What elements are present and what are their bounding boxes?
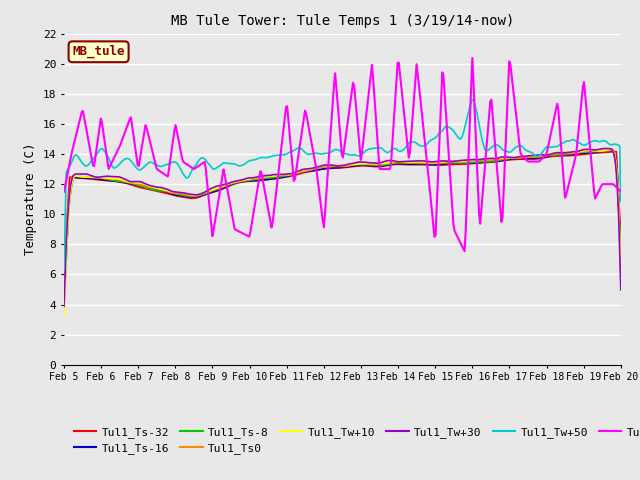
- Tul1_Ts-16: [324, 165, 332, 171]
- Tul1_Ts0: [604, 147, 611, 153]
- Tul1_Tw+10: [362, 161, 369, 167]
- Line: Tul1_Ts-16: Tul1_Ts-16: [64, 151, 621, 303]
- Tul1_Tw+10: [607, 146, 614, 152]
- Tul1_Ts0: [324, 164, 332, 169]
- Tul1_Tw+30: [328, 162, 335, 168]
- Tul1_Ts-32: [612, 149, 620, 155]
- Tul1_Tw+10: [60, 313, 68, 319]
- Tul1_Tw+50: [392, 146, 399, 152]
- Tul1_Ts-32: [60, 268, 68, 274]
- Tul1_Tw+30: [605, 146, 612, 152]
- Tul1_Tw+10: [392, 158, 399, 164]
- Tul1_Tw+50: [324, 151, 332, 156]
- Tul1_Tw+100: [519, 153, 527, 159]
- Line: Tul1_Ts-8: Tul1_Ts-8: [64, 150, 621, 303]
- Tul1_Ts-8: [362, 162, 369, 168]
- Tul1_Ts-16: [392, 161, 399, 167]
- Tul1_Tw+50: [362, 148, 369, 154]
- Tul1_Tw+100: [468, 55, 476, 61]
- Tul1_Ts-32: [362, 163, 369, 169]
- Line: Tul1_Tw+30: Tul1_Tw+30: [64, 148, 621, 306]
- Tul1_Ts0: [516, 155, 524, 161]
- Tul1_Ts-8: [60, 300, 68, 306]
- Tul1_Tw+30: [60, 303, 68, 309]
- Tul1_Tw+10: [328, 162, 335, 168]
- Tul1_Ts0: [392, 159, 399, 165]
- Tul1_Tw+100: [392, 94, 399, 100]
- Tul1_Tw+100: [617, 189, 625, 194]
- Line: Tul1_Tw+100: Tul1_Tw+100: [64, 58, 621, 251]
- Line: Tul1_Ts0: Tul1_Ts0: [64, 149, 621, 294]
- Tul1_Tw+100: [461, 248, 468, 254]
- Tul1_Tw+10: [324, 162, 332, 168]
- Tul1_Ts-8: [328, 164, 335, 169]
- Line: Tul1_Tw+10: Tul1_Tw+10: [64, 149, 621, 316]
- Tul1_Ts-32: [617, 234, 625, 240]
- Line: Tul1_Tw+50: Tul1_Tw+50: [64, 100, 621, 270]
- Tul1_Tw+10: [604, 147, 611, 153]
- Tul1_Tw+100: [606, 181, 614, 187]
- Tul1_Ts0: [362, 161, 369, 167]
- Tul1_Ts-16: [516, 156, 524, 161]
- Tul1_Ts-8: [617, 254, 625, 260]
- Tul1_Tw+10: [516, 154, 524, 160]
- Tul1_Ts-32: [604, 149, 611, 155]
- Tul1_Tw+100: [60, 189, 68, 194]
- Tul1_Tw+100: [324, 161, 332, 167]
- Tul1_Ts-32: [516, 156, 524, 162]
- Tul1_Tw+100: [328, 113, 335, 119]
- Tul1_Ts-16: [607, 148, 614, 154]
- Tul1_Ts-32: [324, 166, 332, 171]
- Tul1_Ts-8: [324, 164, 332, 169]
- Title: MB Tule Tower: Tule Temps 1 (3/19/14-now): MB Tule Tower: Tule Temps 1 (3/19/14-now…: [171, 14, 514, 28]
- Tul1_Ts-16: [604, 148, 611, 154]
- Tul1_Tw+10: [617, 268, 625, 274]
- Tul1_Ts-32: [328, 166, 335, 171]
- Tul1_Ts-16: [60, 300, 68, 306]
- Tul1_Tw+30: [516, 154, 524, 159]
- Tul1_Tw+50: [328, 149, 335, 155]
- Tul1_Ts0: [609, 146, 617, 152]
- Tul1_Ts0: [328, 164, 335, 169]
- Tul1_Ts0: [617, 269, 625, 275]
- Tul1_Ts-16: [362, 162, 369, 168]
- Tul1_Tw+30: [392, 158, 399, 164]
- Tul1_Tw+30: [362, 159, 369, 165]
- Tul1_Ts-32: [392, 162, 399, 168]
- Y-axis label: Temperature (C): Temperature (C): [24, 143, 37, 255]
- Text: MB_tule: MB_tule: [72, 45, 125, 59]
- Tul1_Ts-8: [516, 154, 524, 160]
- Tul1_Tw+50: [617, 198, 625, 204]
- Tul1_Tw+50: [60, 267, 68, 273]
- Tul1_Tw+50: [468, 97, 476, 103]
- Tul1_Tw+50: [605, 141, 612, 146]
- Tul1_Ts-16: [617, 255, 625, 261]
- Tul1_Tw+30: [617, 287, 625, 293]
- Tul1_Ts-16: [328, 165, 335, 171]
- Tul1_Ts-8: [604, 148, 611, 154]
- Tul1_Ts-8: [609, 147, 617, 153]
- Tul1_Tw+30: [602, 145, 609, 151]
- Line: Tul1_Ts-32: Tul1_Ts-32: [64, 152, 621, 271]
- Legend: Tul1_Ts-32, Tul1_Ts-16, Tul1_Ts-8, Tul1_Ts0, Tul1_Tw+10, Tul1_Tw+30, Tul1_Tw+50,: Tul1_Ts-32, Tul1_Ts-16, Tul1_Ts-8, Tul1_…: [70, 422, 640, 458]
- Tul1_Tw+100: [362, 121, 369, 127]
- Tul1_Tw+50: [518, 143, 525, 149]
- Tul1_Tw+30: [324, 162, 332, 168]
- Tul1_Ts0: [60, 291, 68, 297]
- Tul1_Ts-8: [392, 160, 399, 166]
